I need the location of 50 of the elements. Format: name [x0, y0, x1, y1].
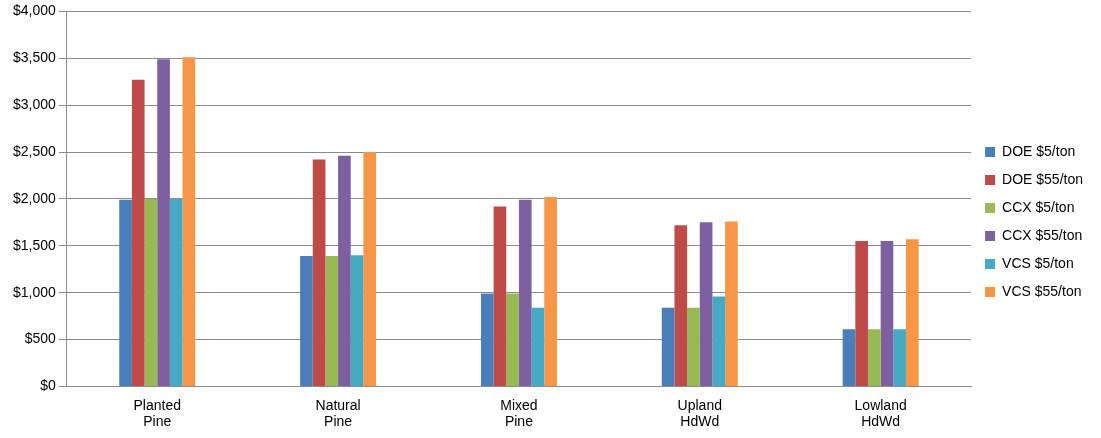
bar [544, 197, 557, 386]
bar [312, 159, 326, 386]
y-tick-label: $2,500 [12, 142, 57, 159]
bar [712, 296, 726, 386]
bar [493, 206, 507, 386]
y-tick-label: $3,000 [12, 96, 57, 113]
bar [674, 225, 688, 386]
bar [338, 155, 351, 386]
bar [893, 329, 906, 386]
bar [725, 221, 738, 386]
bar [506, 293, 519, 386]
x-tick-label: Upland HdWd [677, 396, 722, 430]
bar [687, 307, 700, 386]
bar [325, 256, 339, 386]
bar [119, 199, 132, 386]
bar [350, 255, 364, 386]
legend-label: CCX $55/ton [1002, 226, 1083, 243]
bar [182, 57, 196, 386]
bar [169, 198, 183, 386]
bar [880, 241, 894, 386]
y-tick-label: $500 [24, 330, 57, 347]
bar [531, 307, 545, 386]
legend-label: DOE $55/ton [1002, 170, 1083, 187]
x-tick-label: Planted Pine [133, 396, 181, 430]
legend-label: VCS $5/ton [1002, 254, 1074, 271]
bar [842, 329, 856, 386]
bar [905, 239, 919, 386]
x-tick-label: Natural Pine [315, 396, 361, 430]
bar [363, 152, 377, 386]
y-tick-label: $1,500 [12, 236, 57, 253]
bar [855, 241, 868, 386]
bar [518, 199, 532, 386]
bar [661, 307, 675, 386]
bar [131, 79, 145, 386]
legend-label: CCX $5/ton [1002, 198, 1075, 215]
bar [480, 293, 494, 386]
y-tick-label: $2,000 [12, 189, 57, 206]
bar [699, 222, 713, 386]
y-tick-label: $1,000 [12, 283, 57, 300]
x-tick-label: Mixed Pine [500, 396, 538, 430]
x-tick-label: Lowland HdWd [854, 396, 907, 430]
bar [300, 256, 313, 386]
y-tick-label: $3,500 [12, 49, 57, 66]
y-tick-label: $4,000 [12, 2, 57, 19]
legend-label: VCS $55/ton [1002, 282, 1082, 299]
bar [157, 59, 170, 386]
y-tick-label: $0 [40, 377, 57, 394]
bar [144, 198, 158, 386]
legend-label: DOE $5/ton [1002, 142, 1076, 159]
bar [867, 329, 881, 386]
